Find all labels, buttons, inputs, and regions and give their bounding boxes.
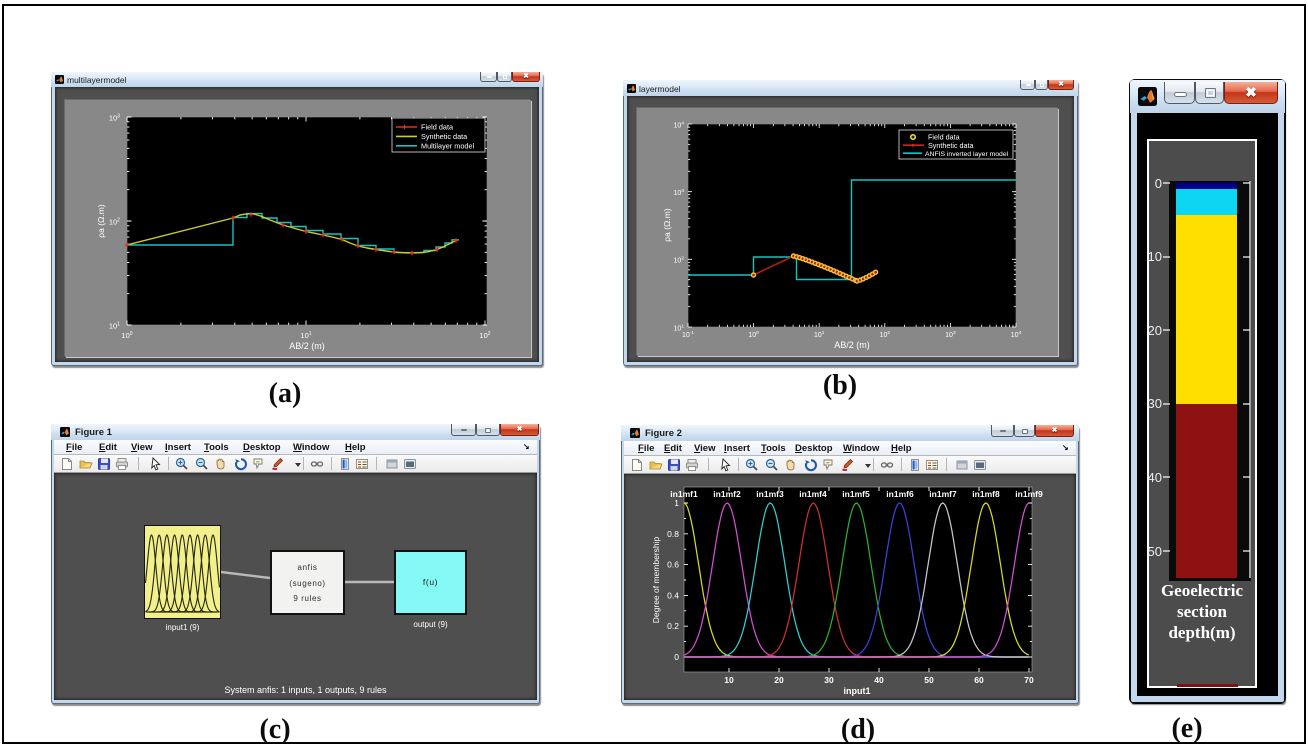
svg-text:input1: input1 xyxy=(844,686,871,696)
svg-text:10: 10 xyxy=(724,675,734,685)
svg-text:103: 103 xyxy=(674,188,685,197)
svg-text:Synthetic data: Synthetic data xyxy=(421,132,468,141)
svg-text:103: 103 xyxy=(945,330,956,339)
svg-text:in1mf5: in1mf5 xyxy=(842,489,870,499)
svg-text:in1mf4: in1mf4 xyxy=(799,489,827,499)
svg-text:40: 40 xyxy=(1148,470,1162,485)
svg-text:Degree of membership: Degree of membership xyxy=(651,537,661,624)
svg-text:102: 102 xyxy=(109,218,120,227)
svg-text:101: 101 xyxy=(300,331,311,340)
svg-text:Multilayer model: Multilayer model xyxy=(421,141,475,150)
svg-text:Synthetic data: Synthetic data xyxy=(928,141,974,150)
svg-text:0.6: 0.6 xyxy=(667,560,679,570)
svg-text:in1mf3: in1mf3 xyxy=(756,489,784,499)
svg-text:102: 102 xyxy=(674,256,685,265)
svg-text:ρa (Ω.m): ρa (Ω.m) xyxy=(662,208,672,242)
svg-text:102: 102 xyxy=(479,331,490,340)
svg-text:104: 104 xyxy=(1011,330,1022,339)
svg-text:50: 50 xyxy=(1148,544,1162,559)
svg-text:in1mf1: in1mf1 xyxy=(670,489,698,499)
svg-text:30: 30 xyxy=(824,675,834,685)
svg-text:20: 20 xyxy=(774,675,784,685)
svg-text:Field data: Field data xyxy=(421,123,454,132)
svg-text:102: 102 xyxy=(880,330,891,339)
svg-text:AB/2 (m): AB/2 (m) xyxy=(834,340,870,350)
svg-text:100: 100 xyxy=(121,331,132,340)
svg-text:Field data: Field data xyxy=(928,133,960,142)
svg-text:20: 20 xyxy=(1148,323,1162,338)
svg-text:104: 104 xyxy=(674,120,685,129)
svg-text:0.4: 0.4 xyxy=(667,590,679,600)
svg-text:101: 101 xyxy=(109,322,120,331)
svg-text:AB/2 (m): AB/2 (m) xyxy=(289,341,325,351)
svg-text:in1mf9: in1mf9 xyxy=(1015,489,1043,499)
svg-text:30: 30 xyxy=(1148,396,1162,411)
svg-text:101: 101 xyxy=(674,323,685,332)
svg-text:0.2: 0.2 xyxy=(667,621,679,631)
svg-text:100: 100 xyxy=(748,330,759,339)
svg-text:60: 60 xyxy=(974,675,984,685)
svg-text:101: 101 xyxy=(814,330,825,339)
svg-text:0: 0 xyxy=(1155,176,1162,191)
svg-text:ρa (Ω.m): ρa (Ω.m) xyxy=(96,204,106,238)
svg-text:1: 1 xyxy=(674,498,679,508)
svg-text:50: 50 xyxy=(924,675,934,685)
svg-text:in1mf2: in1mf2 xyxy=(713,489,741,499)
svg-text:in1mf7: in1mf7 xyxy=(929,489,957,499)
svg-text:ANFIS inverted layer model: ANFIS inverted layer model xyxy=(925,151,1009,158)
svg-text:0.8: 0.8 xyxy=(667,529,679,539)
svg-text:0: 0 xyxy=(674,652,679,662)
svg-text:10: 10 xyxy=(1148,249,1162,264)
svg-text:103: 103 xyxy=(109,114,120,123)
svg-text:40: 40 xyxy=(874,675,884,685)
svg-text:in1mf6: in1mf6 xyxy=(886,489,914,499)
svg-text:10-1: 10-1 xyxy=(682,330,694,339)
svg-text:70: 70 xyxy=(1024,675,1034,685)
svg-text:in1mf8: in1mf8 xyxy=(972,489,1000,499)
